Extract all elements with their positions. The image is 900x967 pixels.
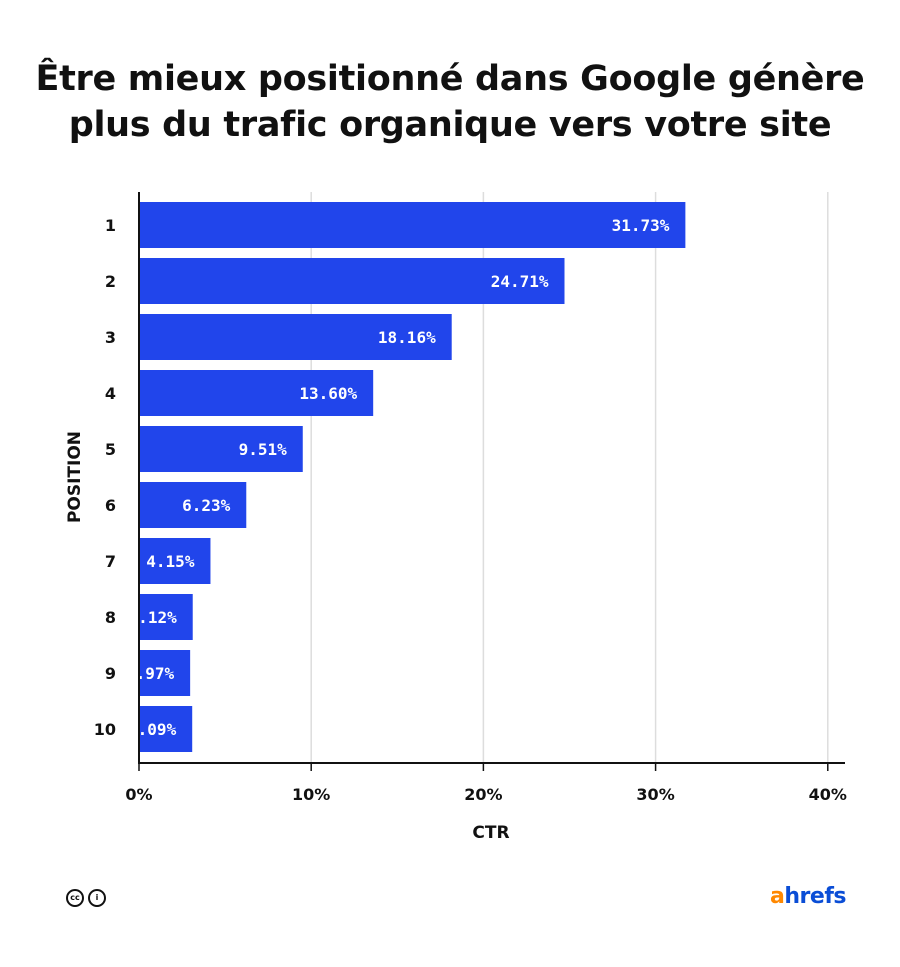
bar-value-label-10: 3.09% — [128, 720, 177, 739]
x-tick-label-0: 0% — [125, 785, 152, 804]
bar-value-label-4: 13.60% — [299, 384, 357, 403]
chart-title-line-1: Être mieux positionné dans Google génère — [35, 59, 865, 99]
bar-7 — [139, 538, 211, 584]
y-tick-label-8: 8 — [105, 608, 116, 627]
bar-9 — [139, 650, 191, 696]
bar-3 — [139, 314, 452, 360]
brand-logo-text: hrefs — [784, 884, 846, 909]
y-tick-label-5: 5 — [105, 440, 116, 459]
y-tick-label-3: 3 — [105, 328, 116, 347]
axes: 0% 10% 20% 30% 40% 1 2 3 4 5 6 7 8 9 10 — [94, 192, 847, 804]
y-tick-label-6: 6 — [105, 496, 116, 515]
bar-value-label-2: 24.71% — [491, 272, 549, 291]
bar-6 — [139, 482, 247, 528]
x-tick-label-2: 20% — [464, 785, 502, 804]
bar-5 — [139, 426, 303, 472]
bar-8 — [139, 594, 193, 640]
x-axis-title: CTR — [472, 823, 509, 843]
chart-title-line-2: plus du trafic organique vers votre site — [68, 105, 832, 145]
y-tick-label-7: 7 — [105, 552, 116, 571]
bar-value-label-7: 4.15% — [146, 552, 195, 571]
y-axis-title: POSITION — [65, 431, 85, 523]
bar-value-label-6: 6.23% — [182, 496, 231, 515]
brand-logo: ahrefs — [770, 884, 846, 909]
bar-value-label-8: 3.12% — [129, 608, 178, 627]
y-tick-label-4: 4 — [105, 384, 116, 403]
bar-value-label-1: 31.73% — [612, 216, 670, 235]
bar-2 — [139, 258, 565, 304]
y-tick-label-9: 9 — [105, 664, 116, 683]
y-tick-label-10: 10 — [94, 720, 116, 739]
brand-logo-accent: a — [770, 884, 785, 909]
cc-icon: cc — [66, 889, 84, 907]
bar-value-label-3: 18.16% — [378, 328, 436, 347]
x-tick-label-1: 10% — [292, 785, 330, 804]
bar-value-label-9: 2.97% — [126, 664, 175, 683]
chart-title: Être mieux positionné dans Google génère… — [0, 56, 900, 148]
bar-value-label-5: 9.51% — [239, 440, 288, 459]
bars: 31.73% 24.71% 18.16% 13.60% 9.51% 6.23% 4.15% 3… — [126, 202, 686, 752]
license-icons: cc i — [66, 889, 106, 907]
bar-4 — [139, 370, 374, 416]
bar-10 — [139, 706, 193, 752]
y-tick-label-2: 2 — [105, 272, 116, 291]
x-tick-label-4: 40% — [809, 785, 847, 804]
attribution-icon: i — [88, 889, 106, 907]
y-tick-label-1: 1 — [105, 216, 116, 235]
x-tick-label-3: 30% — [636, 785, 674, 804]
bar-1 — [139, 202, 686, 248]
